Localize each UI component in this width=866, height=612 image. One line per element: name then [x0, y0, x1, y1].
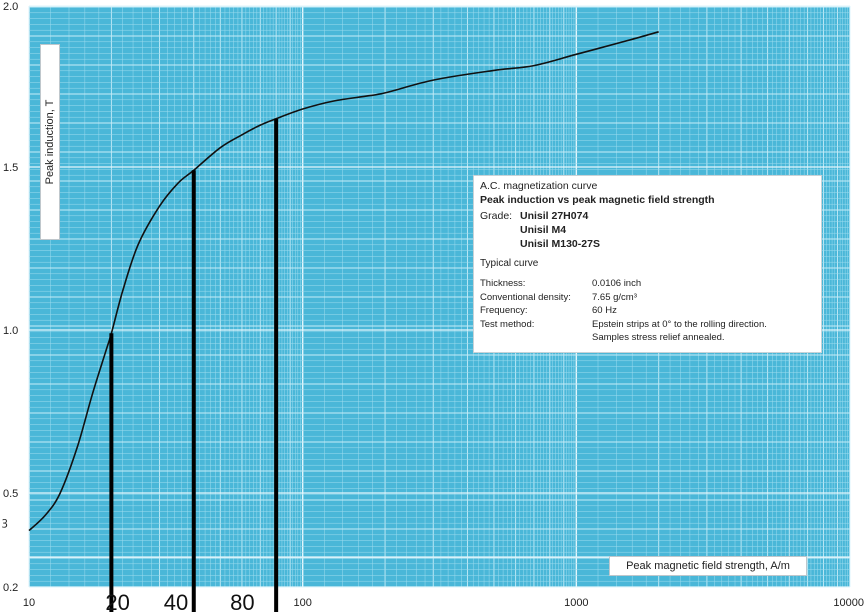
grade-label: Grade: — [480, 210, 513, 222]
grade-list: Unisil 27H074 Unisil M4 Unisil M130-27S — [520, 209, 600, 251]
legend-title: A.C. magnetization curve — [480, 180, 598, 192]
property-table: Thickness: 0.0106 inch Conventional dens… — [480, 277, 815, 345]
marker-label: 80 — [230, 590, 254, 612]
tick-layer: 0.2 0.5 1.0 1.5 2.0 10 100 1000 10000 — [3, 1, 864, 609]
y-tick-label: 0.5 — [3, 488, 18, 500]
property-value: 7.65 g/cm³ — [592, 291, 637, 303]
property-key: Thickness: — [480, 278, 526, 289]
x-tick-label: 100 — [293, 597, 311, 609]
x-axis-label: Peak magnetic field strength, A/m — [626, 560, 790, 572]
y-axis-label-box: Peak induction, T — [40, 44, 60, 240]
marker-label: 40 — [164, 590, 188, 612]
legend-box: A.C. magnetization curve Peak induction … — [473, 175, 822, 353]
property-key: Frequency: — [480, 305, 528, 316]
marker-label: 20 — [105, 590, 129, 612]
typical-curve-note: Typical curve — [480, 258, 539, 269]
y-tick-label: 0.2 — [3, 582, 18, 594]
curve-layer — [28, 31, 659, 532]
x-tick-label: 10000 — [833, 597, 864, 609]
magnetization-curve — [28, 31, 659, 532]
property-key — [480, 331, 592, 345]
property-value: 60 Hz — [592, 305, 617, 316]
legend-subtitle: Peak induction vs peak magnetic field st… — [480, 194, 715, 206]
property-value: 0.0106 inch — [592, 278, 642, 289]
property-key: Conventional density: — [480, 291, 571, 303]
x-axis-label-box: Peak magnetic field strength, A/m — [609, 556, 807, 576]
stray-label: ꝫ — [2, 516, 8, 528]
marker-layer: 20 40 80 — [105, 118, 279, 612]
x-tick-label: 10 — [23, 597, 35, 609]
x-tick-label: 1000 — [564, 597, 588, 609]
grade-item: Unisil M130-27S — [520, 238, 600, 250]
grade-item: Unisil M4 — [520, 224, 567, 236]
grade-row: Grade: Unisil 27H074 Unisil M4 Unisil M1… — [480, 209, 815, 251]
y-tick-label: 1.5 — [3, 162, 18, 174]
y-tick-label: 2.0 — [3, 1, 18, 13]
y-axis-label: Peak induction, T — [44, 99, 56, 185]
grade-item: Unisil 27H074 — [520, 210, 589, 222]
y-tick-label: 1.0 — [3, 325, 18, 337]
property-value: Epstein strips at 0° to the rolling dire… — [592, 318, 767, 330]
property-key: Test method: — [480, 318, 535, 330]
property-value: Samples stress relief annealed. — [592, 332, 725, 343]
